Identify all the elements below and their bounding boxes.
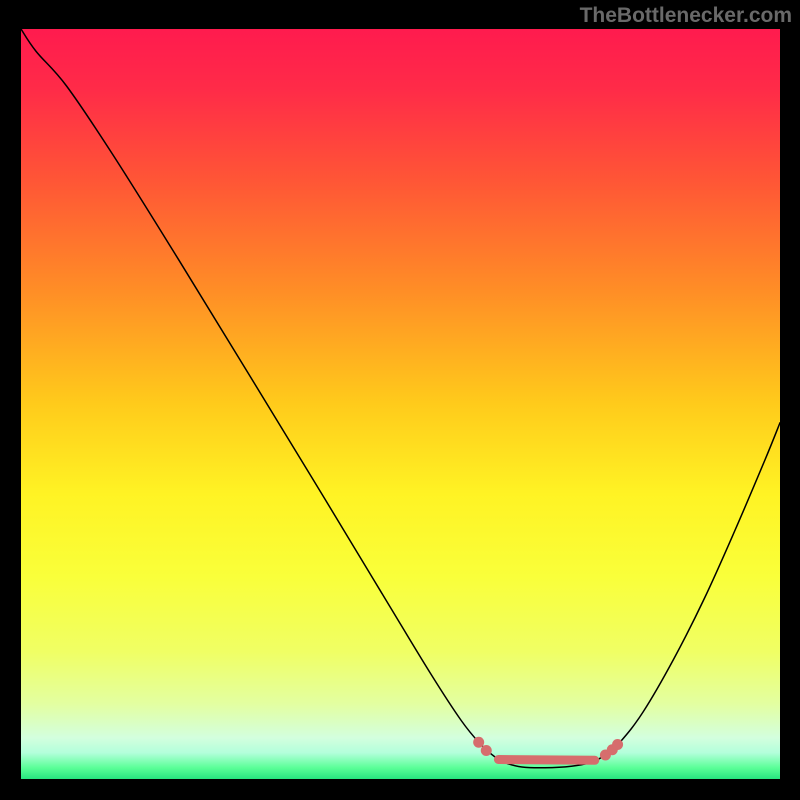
highlight-dot [612, 739, 623, 750]
highlight-dot [481, 745, 492, 756]
highlight-dot [473, 737, 484, 748]
gradient-background [21, 29, 780, 779]
chart-svg [21, 29, 780, 779]
plot-area [21, 29, 780, 779]
source-watermark: TheBottlenecker.com [580, 4, 792, 28]
chart-frame: TheBottlenecker.com [0, 0, 800, 800]
highlight-segment [498, 760, 594, 761]
